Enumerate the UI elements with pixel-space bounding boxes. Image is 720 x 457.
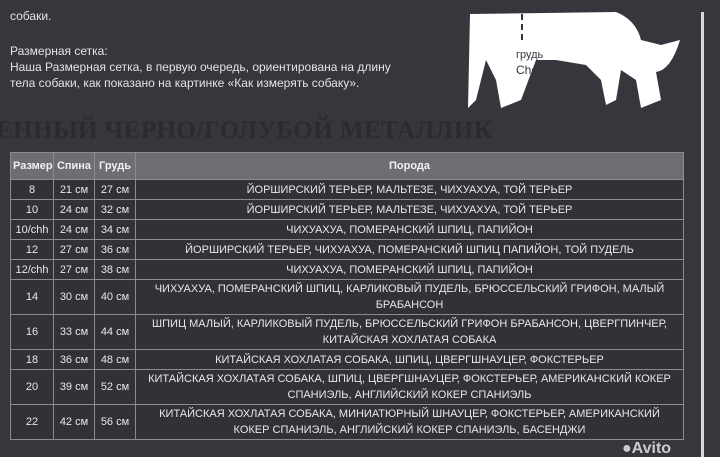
table-row: 12 27 см 36 см ЙОРШИРСКИЙ ТЕРЬЕР, ЧИХУАХУА,… <box>10 239 684 260</box>
cell-chest: 32 см <box>94 199 136 220</box>
cell-breeds: ЧИХУАХУА, ПОМЕРАНСКИЙ ШПИЦ, ПАПИЙОН <box>135 259 684 280</box>
cell-breeds: КИТАЙСКАЯ ХОХЛАТАЯ СОБАКА, МИНИАТЮРНЫЙ Ш… <box>135 404 684 440</box>
cell-back: 24 см <box>53 219 95 240</box>
cell-back: 21 см <box>53 179 95 200</box>
cell-size: 18 <box>10 349 54 370</box>
product-heading: ЕННЫЙ ЧЕРНО/ГОЛУБОЙ МЕТАЛЛИК <box>0 117 493 144</box>
header-back: Спина <box>53 152 95 180</box>
table-header-row: Размер Спина Грудь Порода <box>10 152 684 180</box>
cell-back: 39 см <box>53 369 95 405</box>
cell-breeds: КИТАЙСКАЯ ХОХЛАТАЯ СОБАКА, ШПИЦ, ЦВЕРГШН… <box>135 369 684 405</box>
scrollbar[interactable] <box>701 12 704 457</box>
cell-breeds: ЙОРШИРСКИЙ ТЕРЬЕР, МАЛЬТЕЗЕ, ЧИХУАХУА, Т… <box>135 199 684 220</box>
size-grid-text-2: тела собаки, как показано на картинке «К… <box>10 76 360 90</box>
header-breed: Порода <box>135 152 684 180</box>
dog-silhouette-image: грудь Chest <box>468 12 680 108</box>
cell-back: 30 см <box>53 279 95 315</box>
table-row: 20 39 см 52 см КИТАЙСКАЯ ХОХЛАТАЯ СОБАКА, Ш… <box>10 369 684 405</box>
table-row: 12/chh 27 см 38 см ЧИХУАХУА, ПОМЕРАНСКИЙ ШП… <box>10 259 684 280</box>
cell-breeds: КИТАЙСКАЯ ХОХЛАТАЯ СОБАКА, ШПИЦ, ЦВЕРГШН… <box>135 349 684 370</box>
table-row: 10 24 см 32 см ЙОРШИРСКИЙ ТЕРЬЕР, МАЛЬТЕЗЕ,… <box>10 199 684 220</box>
size-grid-title: Размерная сетка: <box>10 44 108 58</box>
cell-size: 12 <box>10 239 54 260</box>
cell-back: 27 см <box>53 259 95 280</box>
cell-breeds: ЙОРШИРСКИЙ ТЕРЬЕР, МАЛЬТЕЗЕ, ЧИХУАХУА, Т… <box>135 179 684 200</box>
cell-size: 16 <box>10 314 54 350</box>
size-table: Размер Спина Грудь Порода 8 21 см 27 см ЙОР… <box>10 152 684 440</box>
cell-chest: 27 см <box>94 179 136 200</box>
size-grid-text-1: Наша Размерная сетка, в первую очередь, … <box>10 60 391 74</box>
cell-back: 36 см <box>53 349 95 370</box>
cell-chest: 34 см <box>94 219 136 240</box>
cell-size: 8 <box>10 179 54 200</box>
chest-label-en: Chest <box>516 63 548 77</box>
header-size: Размер <box>10 152 54 180</box>
cell-back: 42 см <box>53 404 95 440</box>
table-row: 22 42 см 56 см КИТАЙСКАЯ ХОХЛАТАЯ СОБАКА, М… <box>10 404 684 440</box>
cell-size: 14 <box>10 279 54 315</box>
chest-label-ru: грудь <box>516 49 544 61</box>
table-row: 16 33 см 44 см ШПИЦ МАЛЫЙ, КАРЛИКОВЫЙ ПУДЕЛ… <box>10 314 684 350</box>
cell-breeds: ЧИХУАХУА, ПОМЕРАНСКИЙ ШПИЦ, КАРЛИКОВЫЙ П… <box>135 279 684 315</box>
table-row: 14 30 см 40 см ЧИХУАХУА, ПОМЕРАНСКИЙ ШПИЦ, … <box>10 279 684 315</box>
table-row: 18 36 см 48 см КИТАЙСКАЯ ХОХЛАТАЯ СОБАКА, Ш… <box>10 349 684 370</box>
cell-chest: 44 см <box>94 314 136 350</box>
avito-watermark: ●Avito <box>622 440 672 457</box>
intro-text: собаки. <box>10 9 52 23</box>
cell-size: 20 <box>10 369 54 405</box>
cell-back: 24 см <box>53 199 95 220</box>
cell-size: 12/chh <box>10 259 54 280</box>
cell-size: 22 <box>10 404 54 440</box>
cell-breeds: ЧИХУАХУА, ПОМЕРАНСКИЙ ШПИЦ, ПАПИЙОН <box>135 219 684 240</box>
cell-breeds: ШПИЦ МАЛЫЙ, КАРЛИКОВЫЙ ПУДЕЛЬ, БРЮССЕЛЬС… <box>135 314 684 350</box>
header-chest: Грудь <box>94 152 136 180</box>
cell-chest: 38 см <box>94 259 136 280</box>
cell-chest: 40 см <box>94 279 136 315</box>
cell-chest: 48 см <box>94 349 136 370</box>
cell-size: 10/chh <box>10 219 54 240</box>
table-row: 10/chh 24 см 34 см ЧИХУАХУА, ПОМЕРАНСКИЙ ШП… <box>10 219 684 240</box>
table-row: 8 21 см 27 см ЙОРШИРСКИЙ ТЕРЬЕР, МАЛЬТЕЗЕ, … <box>10 179 684 200</box>
cell-back: 27 см <box>53 239 95 260</box>
cell-size: 10 <box>10 199 54 220</box>
cell-chest: 56 см <box>94 404 136 440</box>
cell-back: 33 см <box>53 314 95 350</box>
cell-breeds: ЙОРШИРСКИЙ ТЕРЬЕР, ЧИХУАХУА, ПОМЕРАНСКИЙ… <box>135 239 684 260</box>
cell-chest: 36 см <box>94 239 136 260</box>
cell-chest: 52 см <box>94 369 136 405</box>
